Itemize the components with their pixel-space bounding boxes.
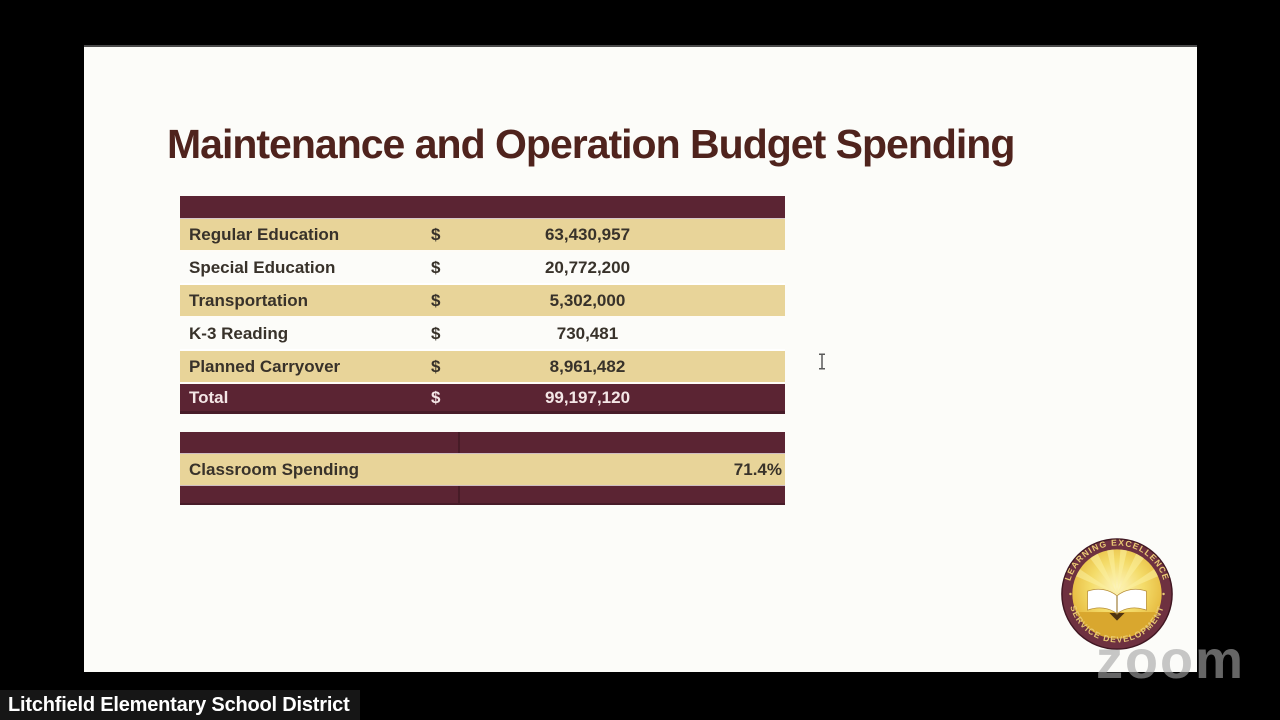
total-label: Total — [189, 387, 229, 407]
row-amount: 63,430,957 — [544, 224, 631, 244]
classroom-table-top-bar — [180, 432, 785, 454]
classroom-spending-row: Classroom Spending 71.4% — [180, 454, 785, 485]
classroom-spending-label: Classroom Spending — [189, 459, 360, 479]
row-amount: 5,302,000 — [549, 290, 626, 310]
presentation-slide: Maintenance and Operation Budget Spendin… — [84, 45, 1197, 672]
district-seal-logo: LEARNING EXCELLENCE SERVICE DEVELOPMENT — [1060, 537, 1174, 651]
currency-sign: $ — [431, 356, 441, 376]
slide-title: Maintenance and Operation Budget Spendin… — [167, 121, 1015, 167]
classroom-spending-value: 71.4% — [733, 459, 782, 479]
table-row: Regular Education $ 63,430,957 — [180, 219, 785, 252]
caption-bar: Litchfield Elementary School District — [0, 690, 360, 720]
column-divider — [458, 432, 460, 453]
row-label: Transportation — [189, 290, 309, 310]
caption-text: Litchfield Elementary School District — [8, 693, 350, 716]
currency-sign: $ — [431, 323, 441, 343]
budget-table: Regular Education $ 63,430,957 Special E… — [180, 196, 785, 414]
currency-sign: $ — [431, 224, 441, 244]
currency-sign: $ — [431, 290, 441, 310]
text-cursor-icon — [817, 353, 827, 370]
table-row: Planned Carryover $ 8,961,482 — [180, 351, 785, 384]
table-row: Special Education $ 20,772,200 — [180, 252, 785, 285]
column-divider — [458, 486, 460, 503]
row-amount: 20,772,200 — [544, 257, 631, 277]
row-amount: 8,961,482 — [549, 356, 626, 376]
currency-sign: $ — [431, 257, 441, 277]
classroom-spending-table: Classroom Spending 71.4% — [180, 432, 785, 505]
budget-table-header-bar — [180, 196, 785, 219]
row-label: Special Education — [189, 257, 336, 277]
table-row: K-3 Reading $ 730,481 — [180, 318, 785, 351]
zoom-watermark: zoom — [1096, 630, 1245, 690]
total-amount: 99,197,120 — [544, 387, 631, 407]
row-label: Regular Education — [189, 224, 340, 244]
currency-sign: $ — [431, 387, 441, 407]
classroom-table-bottom-bar — [180, 485, 785, 505]
table-row: Transportation $ 5,302,000 — [180, 285, 785, 318]
row-amount: 730,481 — [556, 323, 619, 343]
table-total-row: Total $ 99,197,120 — [180, 384, 785, 414]
row-label: K-3 Reading — [189, 323, 289, 343]
row-label: Planned Carryover — [189, 356, 341, 376]
